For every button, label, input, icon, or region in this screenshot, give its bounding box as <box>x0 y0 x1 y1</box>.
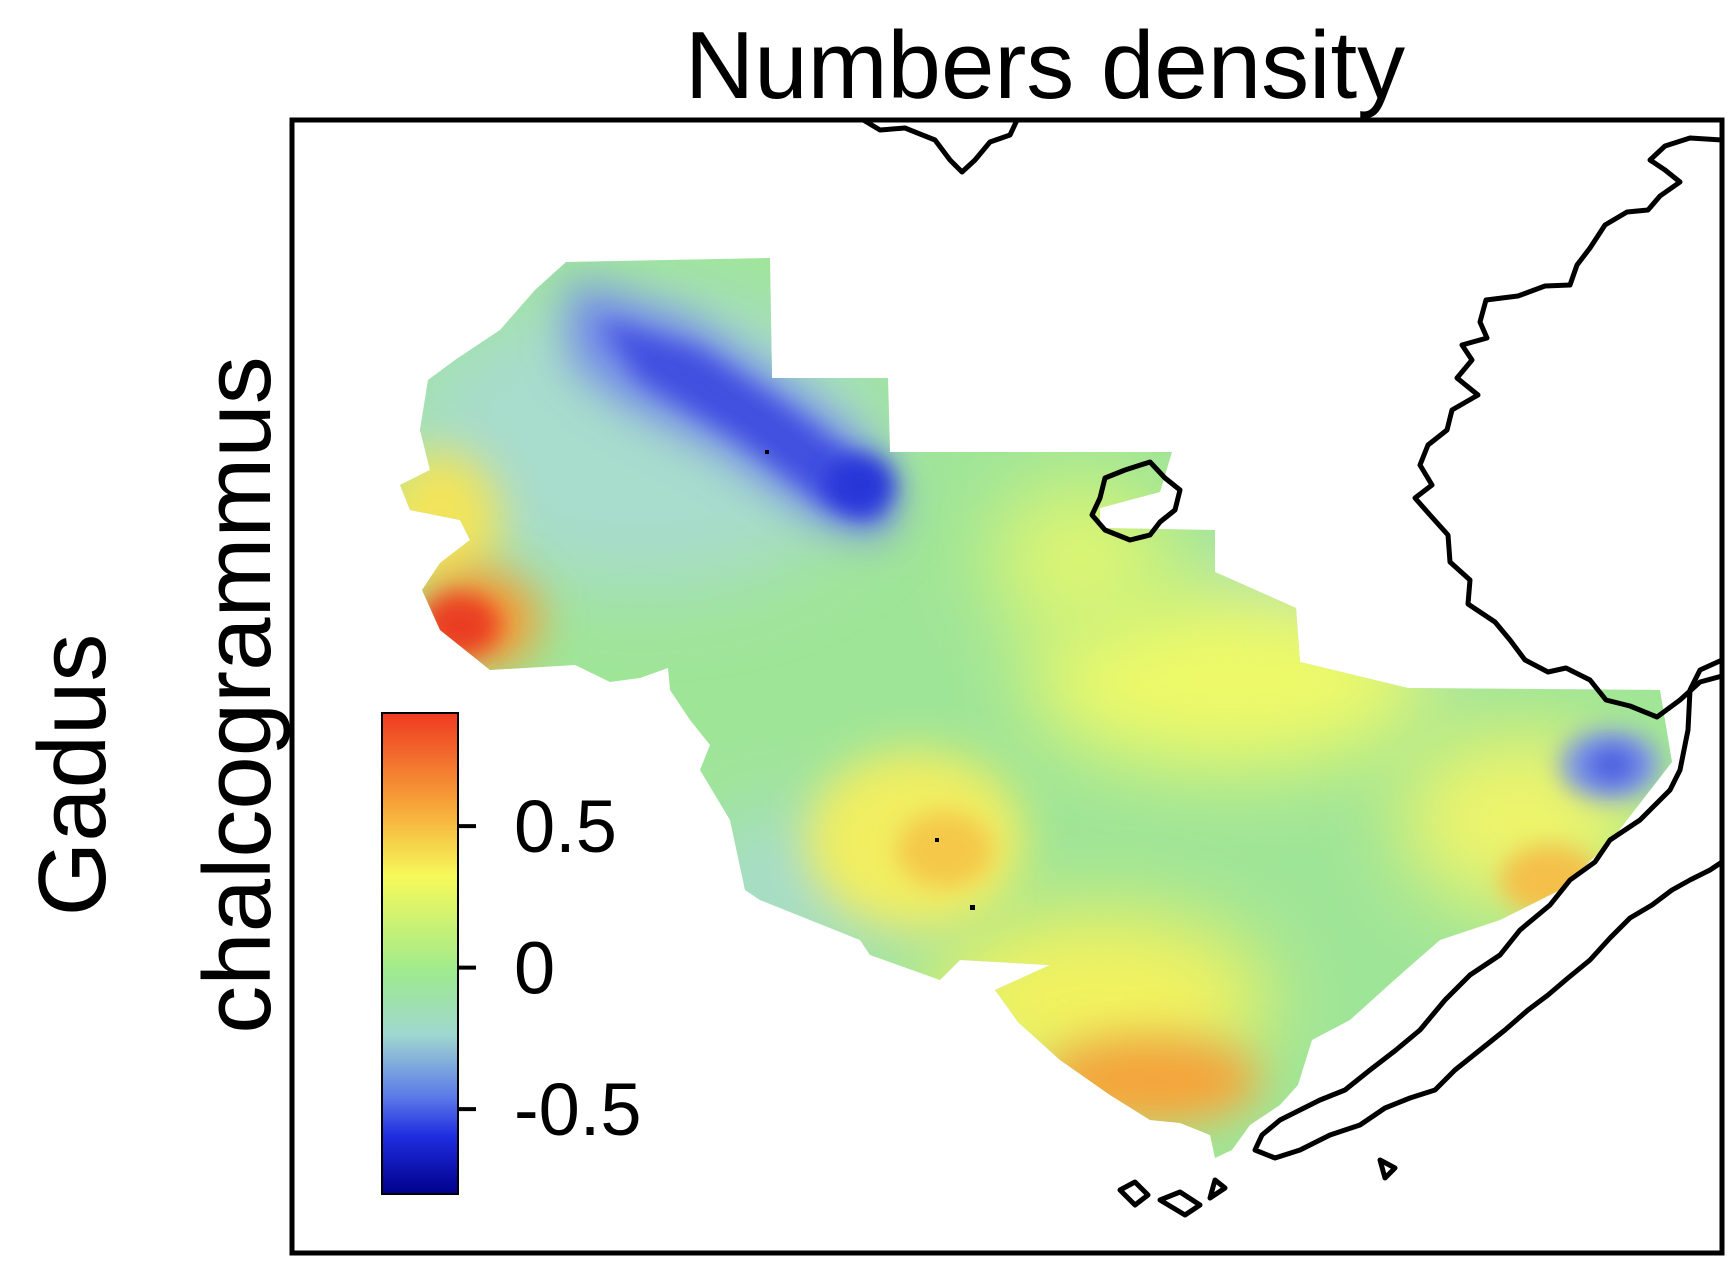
coastline <box>858 120 1722 1218</box>
north-trough-low <box>600 320 880 520</box>
map-frame <box>289 117 1725 1256</box>
species-label-line1: Gadus <box>19 634 126 917</box>
east-coast-low <box>1587 747 1637 783</box>
southern-edge-high <box>1040 1035 1260 1125</box>
small-islands <box>765 450 975 910</box>
colorbar-tick-label: -0.5 <box>514 1068 642 1151</box>
central-south-high <box>897 812 993 888</box>
plot-title: Numbers density <box>685 12 1405 119</box>
western-edge-high <box>420 593 500 657</box>
colorbar-tick-label: 0.5 <box>514 785 617 868</box>
colorbar <box>381 712 459 1195</box>
species-label-line2: chalcogrammus <box>184 356 291 1034</box>
colorbar-tick-label: 0 <box>514 927 555 1010</box>
colorbar-ticks: 0.5 0 -0.5 <box>458 785 642 1151</box>
